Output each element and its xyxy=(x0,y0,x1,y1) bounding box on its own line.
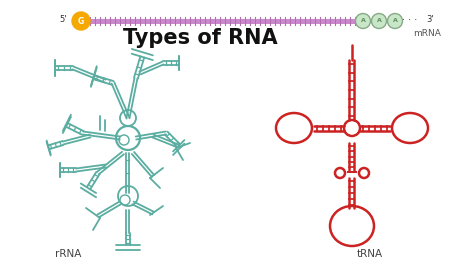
Circle shape xyxy=(388,14,402,28)
Text: 5': 5' xyxy=(59,15,67,24)
Text: A: A xyxy=(361,19,365,23)
Text: rRNA: rRNA xyxy=(55,249,82,259)
Text: Types of RNA: Types of RNA xyxy=(123,28,277,48)
Text: A: A xyxy=(376,19,382,23)
Text: 3': 3' xyxy=(426,15,434,24)
Text: A: A xyxy=(392,19,397,23)
Text: mRNA: mRNA xyxy=(413,28,441,38)
Circle shape xyxy=(372,14,386,28)
Circle shape xyxy=(356,14,371,28)
Text: tRNA: tRNA xyxy=(357,249,383,259)
Circle shape xyxy=(72,12,90,30)
Text: · · ·: · · · xyxy=(402,15,418,25)
Bar xyxy=(85,19,355,23)
Text: G: G xyxy=(78,16,84,26)
